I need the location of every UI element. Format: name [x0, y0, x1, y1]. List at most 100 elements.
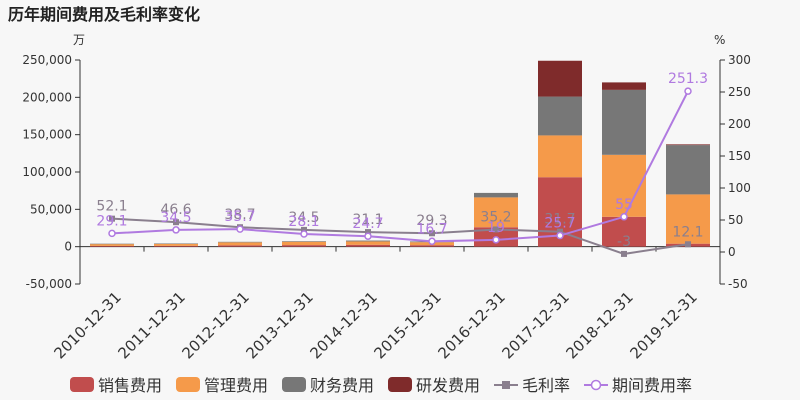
legend-label: 销售费用 — [98, 376, 162, 395]
data-label: 35.7 — [224, 209, 255, 225]
data-label: 35.2 — [480, 209, 511, 225]
series-line — [111, 90, 689, 243]
right-tick-label: 100 — [728, 181, 751, 195]
data-label: 34.5 — [288, 210, 319, 226]
legend-swatch — [282, 377, 306, 392]
left-tick-label: 150,000 — [22, 128, 72, 142]
line-point[interactable] — [301, 226, 307, 233]
x-tick-label: 2015-12-31 — [370, 288, 444, 362]
bar-segment[interactable] — [346, 244, 390, 247]
line-point[interactable] — [684, 87, 692, 95]
bar-segment[interactable] — [282, 241, 326, 242]
x-tick-label: 2014-12-31 — [306, 288, 380, 362]
x-tick-label: 2011-12-31 — [114, 288, 188, 362]
line-point[interactable] — [108, 229, 116, 238]
legend-item[interactable]: 毛利率 — [494, 376, 570, 395]
x-tick-label: 2018-12-31 — [562, 288, 636, 362]
x-tick-label: 2012-12-31 — [178, 288, 252, 362]
bar-segment[interactable] — [602, 89, 646, 155]
right-tick-label: 200 — [728, 117, 751, 131]
bar-segment[interactable] — [90, 243, 134, 245]
left-tick-label: -50,000 — [26, 277, 72, 291]
line-point[interactable] — [557, 228, 563, 235]
data-label: 12.1 — [672, 224, 703, 240]
legend-item[interactable]: 销售费用 — [70, 376, 162, 395]
legend-label: 毛利率 — [522, 376, 570, 395]
left-tick-label: 50,000 — [30, 202, 72, 216]
legend-item[interactable]: 期间费用率 — [584, 376, 692, 395]
legend-swatch — [176, 377, 200, 392]
bar-segment[interactable] — [474, 192, 518, 198]
line-point[interactable] — [429, 230, 435, 237]
left-tick-label: 100,000 — [22, 165, 72, 179]
bar-segment[interactable] — [538, 60, 582, 97]
legend-item[interactable]: 研发费用 — [388, 376, 480, 395]
bar-segment[interactable] — [410, 245, 454, 247]
left-axis-unit: 万 — [73, 33, 85, 47]
x-tick-label: 2016-12-31 — [434, 288, 508, 362]
bar-segment[interactable] — [666, 145, 710, 195]
bar-segment[interactable] — [666, 194, 710, 244]
bar-segment[interactable] — [90, 245, 134, 247]
line-point[interactable] — [620, 213, 628, 221]
bar-segment[interactable] — [282, 245, 326, 247]
legend-item[interactable]: 财务费用 — [282, 376, 374, 395]
line-point[interactable] — [364, 232, 372, 240]
data-label: 46.6 — [160, 202, 191, 218]
legend-label: 研发费用 — [416, 376, 480, 395]
line-point[interactable] — [236, 225, 244, 233]
x-tick-label: 2013-12-31 — [242, 288, 316, 362]
legend[interactable]: 销售费用 管理费用 财务费用 研发费用 毛利率 期间费用率 — [70, 376, 692, 395]
line-point[interactable] — [172, 226, 180, 234]
x-tick-label: 2019-12-31 — [626, 288, 700, 362]
data-label: 34.5 — [160, 210, 191, 226]
right-tick-label: 300 — [728, 53, 751, 67]
legend-swatch — [388, 377, 412, 392]
line-point[interactable] — [685, 241, 691, 248]
legend-label: 财务费用 — [310, 376, 374, 395]
bar-segment[interactable] — [538, 96, 582, 136]
line-point[interactable] — [493, 226, 499, 233]
bar-segment[interactable] — [538, 135, 582, 178]
bar-segment[interactable] — [602, 82, 646, 90]
right-tick-label: 50 — [728, 213, 743, 227]
right-tick-label: -50 — [728, 277, 748, 291]
line-point[interactable] — [621, 250, 627, 257]
right-tick-label: 150 — [728, 149, 751, 163]
bar-segment[interactable] — [218, 241, 262, 243]
line-point[interactable] — [300, 230, 308, 238]
bar-segment[interactable] — [218, 245, 262, 247]
bar-segment[interactable] — [90, 244, 134, 246]
legend-label: 管理费用 — [204, 376, 268, 395]
bar-segment[interactable] — [474, 197, 518, 228]
data-label: 29.1 — [96, 213, 127, 229]
data-label: 52.1 — [96, 199, 127, 215]
left-tick-label: 200,000 — [22, 90, 72, 104]
data-label: 28.1 — [288, 214, 319, 230]
legend-item[interactable]: 管理费用 — [176, 376, 268, 395]
line-point[interactable] — [365, 229, 371, 236]
line-point[interactable] — [428, 237, 436, 246]
bar-segment[interactable] — [666, 144, 710, 146]
legend-swatch — [70, 377, 94, 392]
data-label: 55 — [615, 197, 633, 213]
bar-segment[interactable] — [154, 243, 198, 244]
bar-segment[interactable] — [154, 243, 198, 246]
legend-label: 期间费用率 — [612, 376, 692, 395]
bar-segment[interactable] — [346, 240, 390, 242]
line-point[interactable] — [556, 231, 564, 240]
x-tick-label: 2010-12-31 — [50, 288, 124, 362]
line-point[interactable] — [173, 219, 179, 226]
bar-segment[interactable] — [154, 245, 198, 247]
bar-segment[interactable] — [218, 242, 262, 246]
bar-segment[interactable] — [282, 241, 326, 246]
x-tick-label: 2017-12-31 — [498, 288, 572, 362]
line-point[interactable] — [109, 215, 115, 222]
bar-segment[interactable] — [346, 241, 390, 245]
line-point[interactable] — [492, 236, 500, 244]
data-label: 29.3 — [416, 213, 447, 229]
right-axis-unit: % — [714, 33, 725, 47]
data-label: 24.7 — [352, 216, 383, 232]
